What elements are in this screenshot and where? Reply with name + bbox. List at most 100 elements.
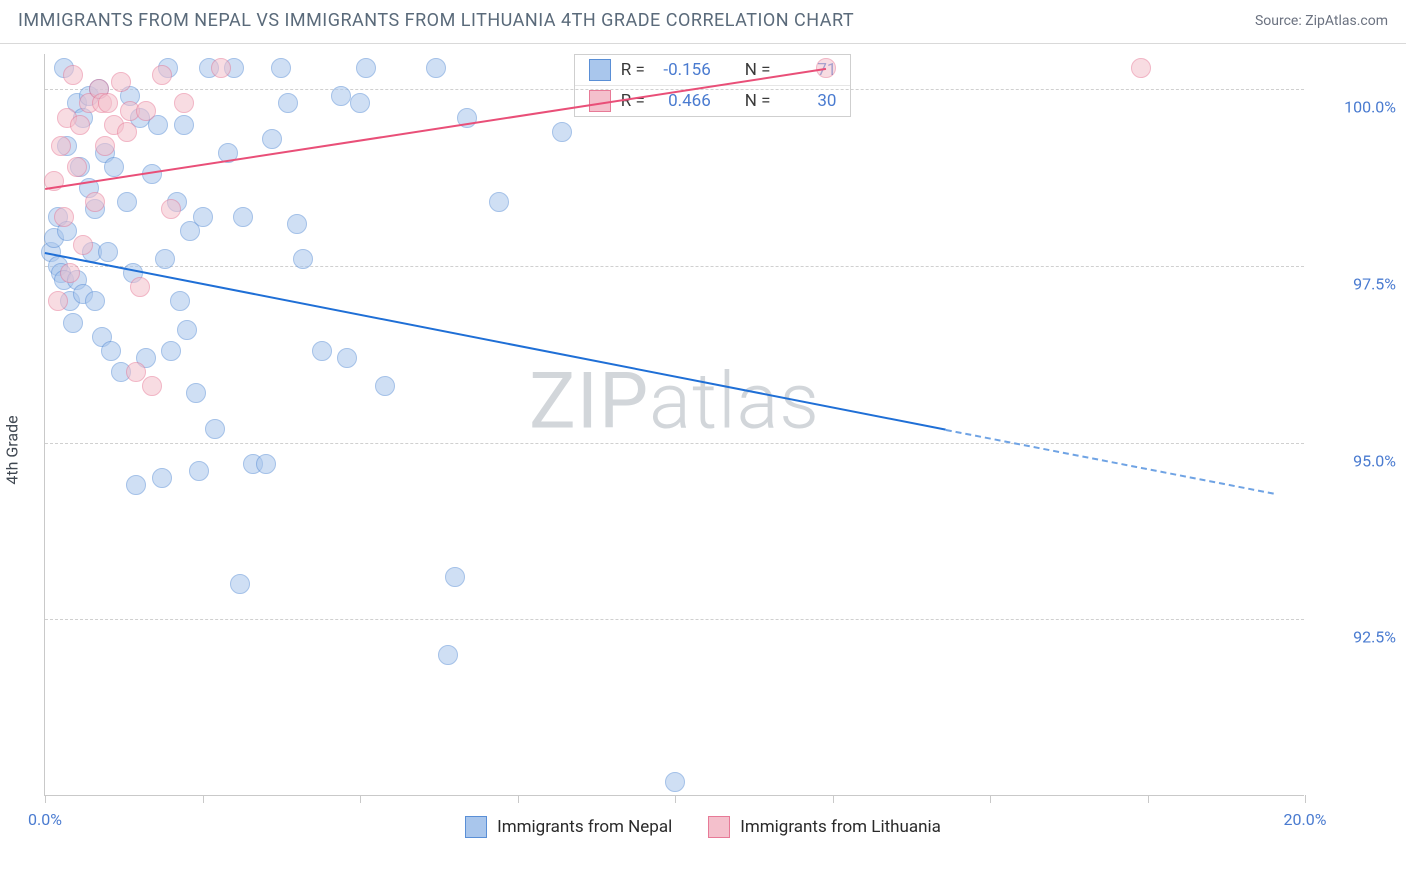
data-point-nepal <box>552 122 572 142</box>
data-point-nepal <box>177 320 197 340</box>
data-point-lithuania <box>48 291 68 311</box>
legend-label: Immigrants from Nepal <box>497 817 672 837</box>
data-point-nepal <box>63 313 83 333</box>
chart-container: 4th Grade ZIPatlas R =-0.156N =71R =0.46… <box>0 44 1406 856</box>
watermark-part1: ZIP <box>529 357 649 448</box>
data-point-lithuania <box>174 93 194 113</box>
legend-r-value: -0.156 <box>655 60 711 80</box>
data-point-lithuania <box>130 277 150 297</box>
chart-title: IMMIGRANTS FROM NEPAL VS IMMIGRANTS FROM… <box>18 10 854 31</box>
gridline-h <box>45 443 1304 444</box>
y-tick-label: 97.5% <box>1312 275 1396 294</box>
x-tick <box>45 795 46 803</box>
data-point-lithuania <box>51 136 71 156</box>
gridline-h <box>45 619 1304 620</box>
data-point-nepal <box>312 341 332 361</box>
data-point-nepal <box>101 341 121 361</box>
x-tick <box>1148 795 1149 803</box>
x-tick <box>203 795 204 803</box>
data-point-nepal <box>356 58 376 78</box>
x-tick <box>990 795 991 803</box>
data-point-nepal <box>256 454 276 474</box>
data-point-nepal <box>350 93 370 113</box>
x-tick <box>518 795 519 803</box>
data-point-nepal <box>85 291 105 311</box>
data-point-nepal <box>205 419 225 439</box>
source-attribution: Source: ZipAtlas.com <box>1255 13 1388 29</box>
data-point-nepal <box>230 574 250 594</box>
data-point-lithuania <box>117 122 137 142</box>
legend-n-label: N = <box>745 91 771 111</box>
data-point-lithuania <box>136 101 156 121</box>
data-point-nepal <box>438 645 458 665</box>
y-tick-label: 95.0% <box>1312 451 1396 470</box>
data-point-lithuania <box>54 207 74 227</box>
data-point-nepal <box>271 58 291 78</box>
x-tick <box>1305 795 1306 803</box>
data-point-lithuania <box>142 376 162 396</box>
trend-line <box>45 252 946 431</box>
source-name: ZipAtlas.com <box>1305 13 1388 29</box>
data-point-lithuania <box>1131 58 1151 78</box>
data-point-nepal <box>186 383 206 403</box>
data-point-lithuania <box>161 199 181 219</box>
y-axis-title: 4th Grade <box>3 415 22 484</box>
data-point-nepal <box>233 207 253 227</box>
data-point-nepal <box>104 157 124 177</box>
legend-swatch <box>708 816 730 838</box>
data-point-nepal <box>152 468 172 488</box>
series-legend: Immigrants from Nepal Immigrants from Lit… <box>0 816 1406 838</box>
data-point-nepal <box>174 115 194 135</box>
data-point-lithuania <box>85 192 105 212</box>
x-tick <box>675 795 676 803</box>
legend-swatch <box>589 59 611 81</box>
data-point-lithuania <box>67 157 87 177</box>
watermark: ZIPatlas <box>529 357 820 448</box>
chart-header: IMMIGRANTS FROM NEPAL VS IMMIGRANTS FROM… <box>0 0 1406 44</box>
data-point-lithuania <box>211 58 231 78</box>
x-tick <box>360 795 361 803</box>
data-point-nepal <box>155 249 175 269</box>
data-point-nepal <box>489 192 509 212</box>
data-point-nepal <box>293 249 313 269</box>
data-point-nepal <box>426 58 446 78</box>
y-tick-label: 100.0% <box>1312 98 1396 117</box>
data-point-nepal <box>161 341 181 361</box>
data-point-nepal <box>117 192 137 212</box>
data-point-nepal <box>665 772 685 792</box>
legend-r-label: R = <box>621 60 645 80</box>
data-point-nepal <box>375 376 395 396</box>
y-tick-label: 92.5% <box>1312 628 1396 647</box>
data-point-nepal <box>170 291 190 311</box>
data-point-nepal <box>98 242 118 262</box>
data-point-lithuania <box>73 235 93 255</box>
data-point-nepal <box>193 207 213 227</box>
data-point-lithuania <box>95 136 115 156</box>
data-point-nepal <box>126 475 146 495</box>
data-point-nepal <box>337 348 357 368</box>
data-point-nepal <box>331 86 351 106</box>
gridline-h <box>45 266 1304 267</box>
legend-item: Immigrants from Lithuania <box>708 816 941 838</box>
data-point-lithuania <box>152 65 172 85</box>
legend-label: Immigrants from Lithuania <box>740 817 941 837</box>
legend-swatch <box>465 816 487 838</box>
data-point-nepal <box>278 93 298 113</box>
legend-item: Immigrants from Nepal <box>465 816 672 838</box>
data-point-lithuania <box>70 115 90 135</box>
data-point-nepal <box>445 567 465 587</box>
trend-line <box>946 429 1274 495</box>
data-point-nepal <box>189 461 209 481</box>
data-point-lithuania <box>63 65 83 85</box>
legend-r-label: R = <box>621 91 645 111</box>
data-point-lithuania <box>60 263 80 283</box>
legend-n-value: 30 <box>780 91 836 111</box>
data-point-nepal <box>287 214 307 234</box>
data-point-lithuania <box>98 93 118 113</box>
data-point-nepal <box>262 129 282 149</box>
data-point-lithuania <box>111 72 131 92</box>
x-tick <box>833 795 834 803</box>
source-prefix: Source: <box>1255 13 1305 29</box>
watermark-part2: atlas <box>649 357 820 448</box>
plot-area: ZIPatlas R =-0.156N =71R =0.466N =30 92.… <box>44 54 1304 796</box>
